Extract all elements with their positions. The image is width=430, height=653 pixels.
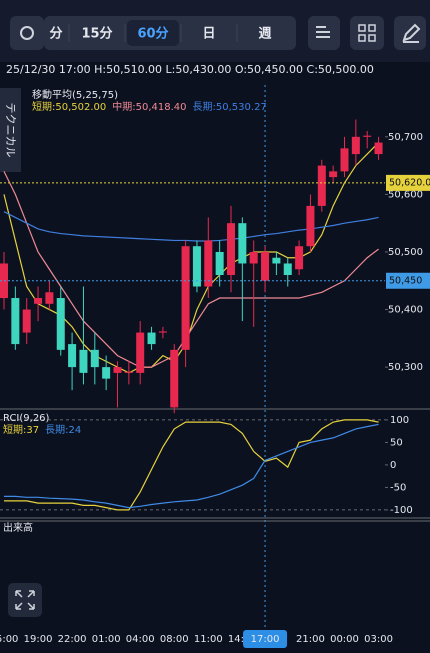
x-tick-label: 00:00	[330, 634, 359, 645]
candle-body	[158, 331, 167, 333]
tab-selected	[127, 20, 179, 46]
ma-title: 移動平均(5,25,75)	[32, 88, 118, 101]
candle-body	[90, 349, 99, 368]
settings-button[interactable]	[10, 16, 44, 50]
candle-body	[261, 251, 270, 281]
x-tick-label: 11:00	[194, 634, 223, 645]
interval-tab[interactable]: 日	[202, 27, 215, 42]
y-tick-label: -50	[390, 482, 406, 493]
candle-body	[68, 344, 77, 368]
candle-body	[11, 298, 20, 345]
price-tag	[386, 272, 430, 289]
layout-button[interactable]	[350, 16, 384, 50]
gear-icon	[20, 26, 34, 40]
candle-body	[374, 142, 383, 155]
rci-legend: 長期:24	[45, 424, 81, 436]
y-tick-label: 0	[390, 460, 396, 471]
candle-body	[272, 257, 281, 264]
x-tick-label: 08:00	[160, 634, 189, 645]
x-tick-label: 22:00	[58, 634, 87, 645]
candle-body	[249, 251, 258, 264]
candle-body	[136, 332, 145, 373]
rci-title: RCI(9,26)	[3, 413, 50, 424]
candle-body	[147, 332, 156, 345]
grid-icon	[358, 24, 376, 42]
side-tab[interactable]	[0, 88, 21, 172]
draw-button[interactable]	[394, 16, 426, 50]
ma-line	[3, 211, 379, 242]
candle-body	[351, 136, 360, 155]
y-tick-label: 50,600	[388, 189, 423, 200]
interval-tab[interactable]: 15分	[81, 26, 112, 42]
candle-body	[204, 240, 213, 287]
interval-tab[interactable]: 60分	[137, 26, 168, 42]
x-tick-label: 01:00	[92, 634, 121, 645]
x-tick-label: 15:00	[0, 634, 18, 645]
list-icon	[316, 26, 330, 38]
candle-body	[124, 371, 133, 373]
x-tick-label: 04:00	[126, 634, 155, 645]
ohlc-info: 25/12/30 17:00 H:50,510.00 L:50,430.00 O…	[6, 63, 374, 76]
pencil-icon	[402, 23, 421, 43]
candle-body	[181, 246, 190, 350]
selected-time-tag	[243, 630, 288, 648]
candle-body	[329, 171, 338, 178]
x-tick-label: 19:00	[24, 634, 53, 645]
candle-body	[340, 148, 349, 172]
ma-legend: 中期:50,418.40	[112, 100, 186, 113]
price-tag	[386, 174, 430, 191]
price-tag-label: 50,450	[389, 275, 422, 286]
candle-body	[22, 309, 31, 333]
volume-title: 出来高	[3, 521, 33, 534]
selected-time-label: 17:00	[251, 634, 280, 645]
y-tick-label: 100	[390, 415, 409, 426]
y-tick-label: 50,400	[388, 305, 423, 316]
candle-body	[45, 292, 54, 304]
candle-body	[363, 135, 372, 137]
rci-line	[4, 423, 379, 509]
candle-body	[295, 246, 304, 270]
candle-body	[56, 298, 65, 350]
rci-line	[4, 419, 379, 511]
ma-line	[3, 142, 379, 374]
rci-legend: 短期:37	[3, 423, 39, 436]
ma-legend: 短期:50,502.00	[32, 100, 106, 113]
ma-line	[3, 171, 379, 368]
y-tick-label: 50,500	[388, 247, 423, 258]
candle-body	[170, 349, 179, 408]
candle-body	[102, 367, 111, 379]
candle-body	[227, 223, 235, 275]
candle-body	[192, 246, 201, 287]
expand-button[interactable]	[8, 583, 42, 617]
candle-body	[317, 165, 326, 206]
x-tick-label: 21:00	[296, 634, 325, 645]
candle-body	[238, 223, 247, 264]
candle-body	[215, 251, 224, 275]
candle-body	[306, 205, 315, 247]
interval-tab[interactable]: 週	[258, 27, 271, 42]
y-tick-label: 50,700	[388, 132, 423, 143]
candle-body	[79, 349, 88, 373]
y-tick-label: 50	[390, 437, 403, 448]
candle-body	[283, 263, 292, 275]
x-tick-label: 14:00	[228, 634, 257, 645]
x-tick-label: 03:00	[364, 634, 393, 645]
candle-body	[113, 367, 122, 373]
y-tick-label: -100	[390, 505, 413, 516]
ma-legend: 長期:50,530.27	[193, 101, 267, 113]
side-tab-label: テクニカル	[4, 103, 17, 158]
candle-body	[34, 298, 43, 304]
interval-tab[interactable]: 分	[49, 26, 62, 42]
expand-icon	[15, 590, 35, 610]
price-tag-label: 50,620.00	[389, 177, 430, 188]
y-tick-label: 50,300	[388, 362, 423, 373]
